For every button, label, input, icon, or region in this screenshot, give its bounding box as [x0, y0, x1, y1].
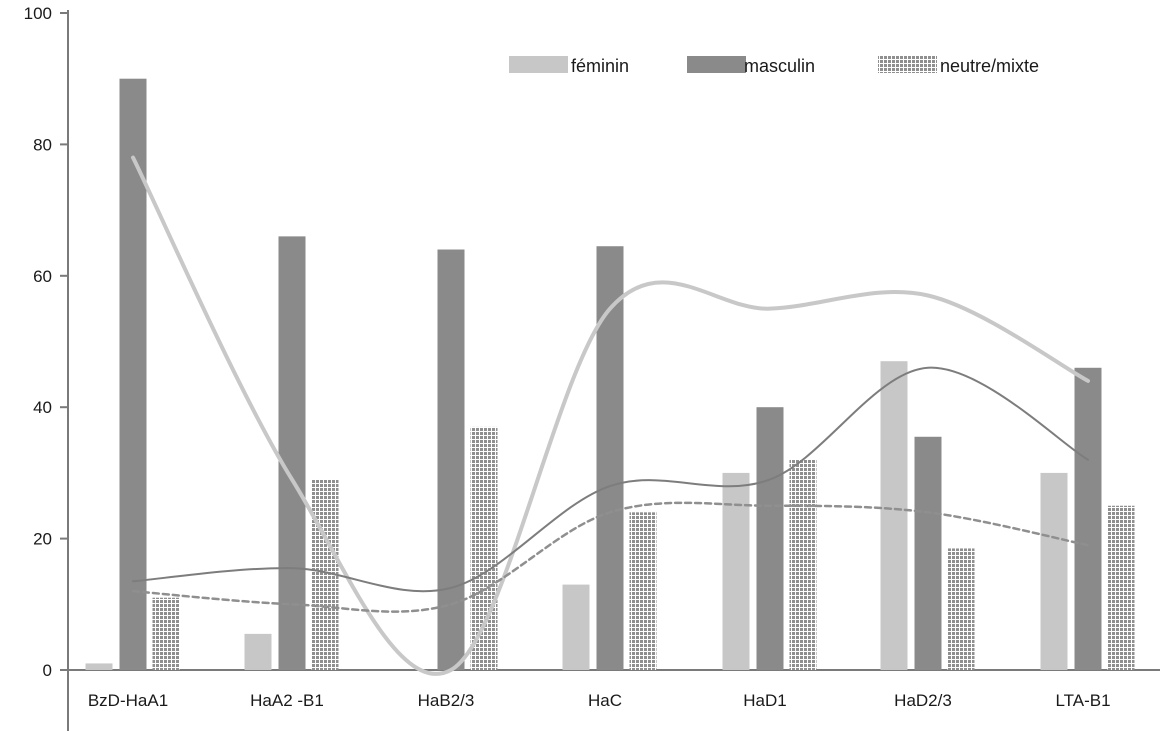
bar-féminin-BzD-HaA1 [85, 663, 113, 670]
x-tick-label: HaD1 [743, 691, 786, 710]
legend-swatch-masculin [687, 56, 746, 73]
bar-neutre/mixte-HaD2/3 [947, 548, 975, 670]
bar-féminin-HaD2/3 [880, 361, 908, 670]
bar-neutre/mixte-HaD1 [789, 459, 817, 670]
x-tick-label: HaC [588, 691, 622, 710]
trendline-neutre/mixte [131, 501, 1090, 613]
bar-neutre/mixte-LTA-B1 [1107, 505, 1135, 670]
bar-masculin-HaD2/3 [914, 436, 942, 670]
bar-masculin-HaD1 [756, 407, 784, 670]
bar-féminin-HaD1 [722, 472, 750, 670]
legend-swatch-féminin [509, 56, 568, 73]
y-tick-labels: 0 20 40 60 80 100 [24, 4, 52, 680]
bar-féminin-HaA2 -B1 [244, 633, 272, 670]
x-tick-labels: BzD-HaA1 HaA2 -B1 HaB2/3 HaC HaD1 HaD2/3 LTA-B… [88, 691, 1111, 710]
trendline-féminin [131, 155, 1090, 676]
bar-neutre/mixte-HaB2/3 [470, 426, 498, 670]
trendline-masculin [132, 366, 1089, 593]
y-tick-label: 0 [43, 661, 52, 680]
legend-swatch-neutre/mixte [878, 56, 937, 73]
y-tick-label: 40 [33, 398, 52, 417]
y-tick-label: 80 [33, 135, 52, 154]
bar-neutre/mixte-BzD-HaA1 [152, 597, 180, 670]
legend-label-féminin: féminin [571, 56, 629, 76]
legend-label-masculin: masculin [744, 56, 815, 76]
trendlines [131, 155, 1090, 676]
bar-masculin-HaB2/3 [437, 249, 465, 670]
x-tick-label: LTA-B1 [1055, 691, 1110, 710]
bar-féminin-HaC [562, 584, 590, 670]
bar-masculin-LTA-B1 [1074, 367, 1102, 670]
bars [85, 78, 1135, 671]
bar-masculin-HaC [596, 246, 624, 671]
y-tick-label: 20 [33, 530, 52, 549]
x-tick-label: BzD-HaA1 [88, 691, 168, 710]
bar-neutre/mixte-HaC [629, 512, 657, 670]
legend: féminin masculin neutre/mixte [509, 56, 1039, 76]
x-tick-label: HaD2/3 [894, 691, 952, 710]
legend-label-neutre/mixte: neutre/mixte [940, 56, 1039, 76]
bar-féminin-LTA-B1 [1040, 472, 1068, 670]
y-tick-label: 60 [33, 267, 52, 286]
x-tick-label: HaB2/3 [418, 691, 475, 710]
bar-masculin-HaA2 -B1 [278, 236, 306, 670]
y-tick-label: 100 [24, 4, 52, 23]
x-tick-label: HaA2 -B1 [250, 691, 324, 710]
